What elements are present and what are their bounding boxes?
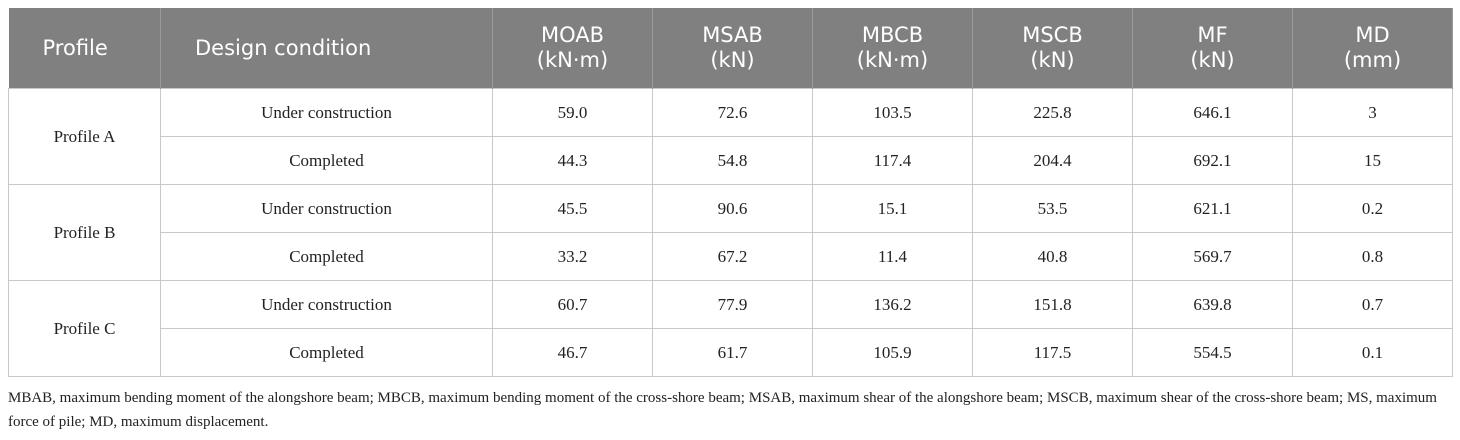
value-cell: 53.5 [972, 184, 1133, 233]
value-cell: 15 [1292, 136, 1453, 185]
column-header: Design condition [160, 8, 493, 89]
value-cell: 569.7 [1132, 232, 1293, 281]
profile-cell: Profile C [8, 280, 161, 377]
value-cell: 117.5 [972, 328, 1133, 377]
value-cell: 639.8 [1132, 280, 1293, 329]
condition-cell: Under construction [160, 280, 493, 329]
value-cell: 90.6 [652, 184, 813, 233]
table-body: Profile A Under construction 59.0 72.6 103.5… [8, 88, 1453, 377]
value-cell: 72.6 [652, 88, 813, 137]
condition-cell: Under construction [160, 88, 493, 137]
value-cell: 33.2 [492, 232, 653, 281]
profile-cell: Profile B [8, 184, 161, 281]
condition-cell: Under construction [160, 184, 493, 233]
column-header: MD (mm) [1292, 8, 1453, 89]
value-cell: 54.8 [652, 136, 813, 185]
header-line: MSCB [1022, 23, 1083, 47]
column-header: MF (kN) [1132, 8, 1293, 89]
value-cell: 204.4 [972, 136, 1133, 185]
header-line: MD [1355, 23, 1390, 47]
value-cell: 692.1 [1132, 136, 1293, 185]
table-row: Profile C Under construction 60.7 77.9 136.2… [8, 280, 1453, 377]
value-cell: 61.7 [652, 328, 813, 377]
value-cell: 105.9 [812, 328, 973, 377]
header-line: (kN·m) [856, 48, 929, 72]
column-header: MSCB (kN) [972, 8, 1133, 89]
condition-cell: Completed [160, 328, 493, 377]
value-cell: 225.8 [972, 88, 1133, 137]
value-cell: 0.7 [1292, 280, 1453, 329]
value-cell: 554.5 [1132, 328, 1293, 377]
table-row: Completed 33.2 67.2 11.4 40.8 569.7 0.8 [9, 232, 1453, 281]
value-cell: 646.1 [1132, 88, 1293, 137]
header-line: (mm) [1343, 48, 1402, 72]
header-line: (kN) [1030, 48, 1075, 72]
value-cell: 11.4 [812, 232, 973, 281]
column-header: MSAB (kN) [652, 8, 813, 89]
header-line: MSAB [702, 23, 763, 47]
table-row: Profile A Under construction 59.0 72.6 103.5… [8, 88, 1453, 185]
header-line: (kN·m) [536, 48, 609, 72]
header-line: Profile [42, 35, 108, 60]
header-line: MBCB [861, 23, 924, 47]
column-header: MBCB (kN·m) [812, 8, 973, 89]
value-cell: 40.8 [972, 232, 1133, 281]
table-row: Profile B Under construction 45.5 90.6 15.1 5… [8, 184, 1453, 281]
header-line: Design condition [195, 35, 372, 60]
value-cell: 77.9 [652, 280, 813, 329]
value-cell: 45.5 [492, 184, 653, 233]
value-cell: 117.4 [812, 136, 973, 185]
data-table: Profile Design condition MOAB (kN·m) MSAB (kN… [8, 8, 1453, 377]
value-cell: 59.0 [492, 88, 653, 137]
value-cell: 103.5 [812, 88, 973, 137]
footnote: MBAB, maximum bending moment of the alon… [8, 390, 1437, 430]
column-header: Profile [8, 8, 161, 89]
value-cell: 67.2 [652, 232, 813, 281]
condition-cell: Completed [160, 136, 493, 185]
table-row: Completed 44.3 54.8 117.4 204.4 692.1 15 [9, 136, 1453, 185]
header-row: Profile Design condition MOAB (kN·m) MSAB (kN… [8, 8, 1453, 89]
value-cell: 0.8 [1292, 232, 1453, 281]
header-line: (kN) [710, 48, 755, 72]
condition-cell: Completed [160, 232, 493, 281]
value-cell: 44.3 [492, 136, 653, 185]
header-line: (kN) [1190, 48, 1235, 72]
value-cell: 15.1 [812, 184, 973, 233]
value-cell: 621.1 [1132, 184, 1293, 233]
value-cell: 46.7 [492, 328, 653, 377]
value-cell: 136.2 [812, 280, 973, 329]
value-cell: 60.7 [492, 280, 653, 329]
profile-cell: Profile A [8, 88, 161, 185]
header-line: MF [1197, 23, 1228, 47]
table-row: Completed 46.7 61.7 105.9 117.5 554.5 0.1 [9, 328, 1453, 377]
value-cell: 3 [1292, 88, 1453, 137]
value-cell: 151.8 [972, 280, 1133, 329]
value-cell: 0.2 [1292, 184, 1453, 233]
value-cell: 0.1 [1292, 328, 1453, 377]
column-header: MOAB (kN·m) [492, 8, 653, 89]
header-line: MOAB [540, 23, 605, 47]
